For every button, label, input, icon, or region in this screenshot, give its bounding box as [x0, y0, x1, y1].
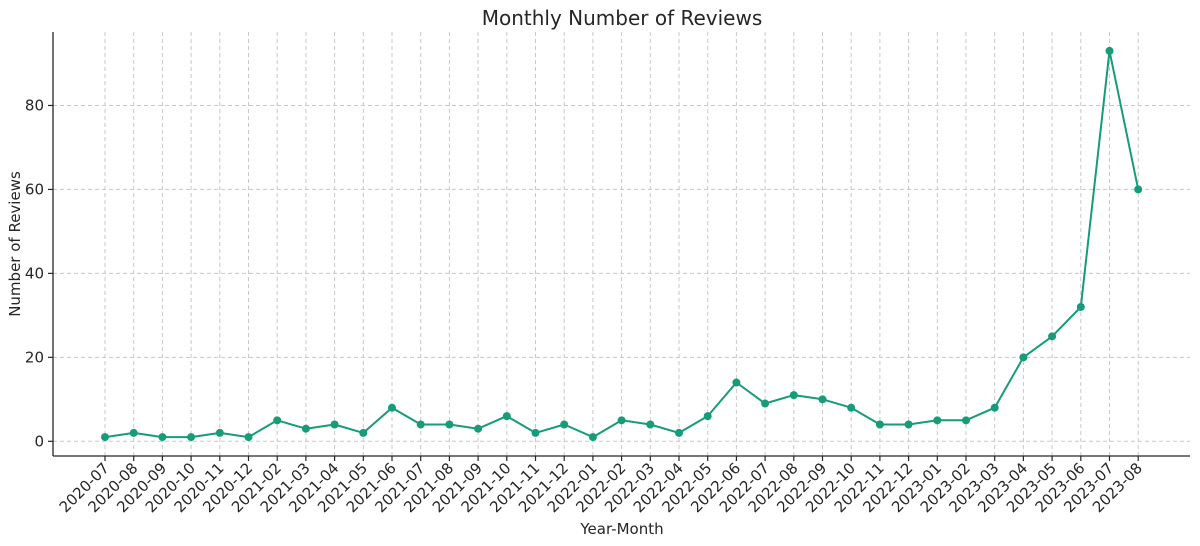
data-point	[962, 416, 970, 425]
data-point	[1019, 353, 1028, 362]
data-point	[244, 433, 253, 442]
y-ticks: 0 20 40 60 80	[25, 96, 53, 450]
data-point	[761, 399, 770, 408]
data-point	[474, 424, 483, 433]
data-point	[703, 412, 712, 421]
data-point	[732, 378, 741, 387]
y-tick-label: 80	[25, 96, 44, 114]
data-point	[416, 420, 425, 429]
data-point	[875, 420, 884, 429]
data-point	[158, 433, 167, 442]
series-line-layer	[101, 46, 1143, 442]
y-tick-label: 20	[25, 348, 44, 366]
data-point	[359, 428, 368, 437]
chart-title: Monthly Number of Reviews	[482, 6, 763, 30]
data-point	[101, 433, 109, 442]
data-point	[1105, 46, 1114, 55]
x-axis-label: Year-Month	[579, 520, 663, 538]
data-point	[617, 416, 626, 425]
data-point	[502, 412, 511, 421]
data-point	[445, 420, 454, 429]
data-point	[330, 420, 339, 429]
data-point	[646, 420, 655, 429]
data-point	[1134, 185, 1143, 194]
data-point	[675, 428, 683, 437]
data-point	[187, 433, 196, 442]
data-point	[215, 428, 224, 437]
x-ticks: 2020-072020-082020-092020-102020-112020-…	[56, 456, 1146, 516]
data-point	[933, 416, 942, 425]
data-point	[1076, 302, 1085, 311]
data-point	[388, 403, 396, 412]
data-point	[990, 403, 999, 412]
y-tick-label: 0	[34, 432, 44, 450]
y-axis-label: Number of Reviews	[6, 171, 24, 317]
data-point	[818, 395, 827, 404]
y-tick-label: 40	[25, 264, 44, 282]
data-point	[588, 433, 597, 442]
data-point	[301, 424, 310, 433]
data-point	[273, 416, 282, 425]
data-point	[531, 428, 540, 437]
data-point	[847, 403, 856, 412]
grid	[53, 32, 1190, 456]
y-tick-label: 60	[25, 180, 44, 198]
data-point	[560, 420, 569, 429]
data-point	[1048, 332, 1057, 341]
data-point	[129, 428, 138, 437]
data-point	[789, 391, 798, 400]
data-point	[904, 420, 913, 429]
